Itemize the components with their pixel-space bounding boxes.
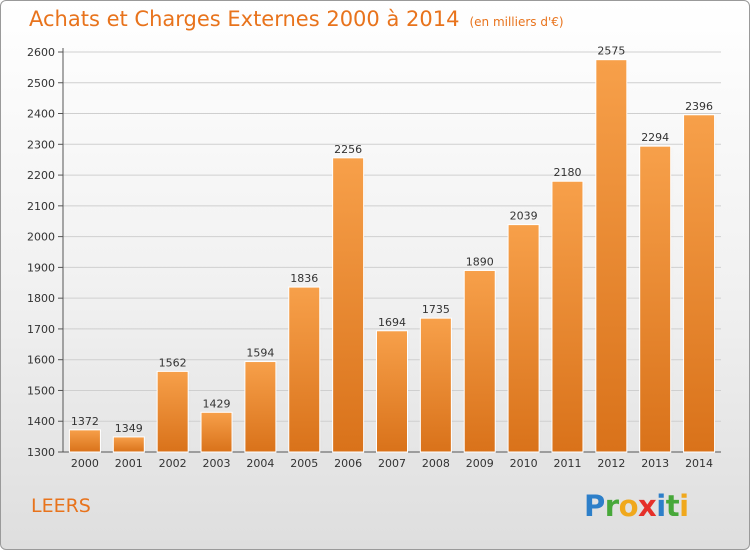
x-tick-label: 2009 [466, 457, 494, 470]
y-tick-label: 2300 [27, 138, 55, 151]
data-label: 1349 [115, 422, 143, 435]
y-tick-label: 1900 [27, 261, 55, 274]
data-label: 1372 [71, 415, 99, 428]
y-tick-label: 2200 [27, 169, 55, 182]
bar-2004 [244, 361, 277, 453]
logo-letter: i [656, 489, 666, 523]
x-tick-label: 2001 [115, 457, 143, 470]
x-tick-label: 2004 [246, 457, 274, 470]
data-label: 2575 [597, 45, 625, 58]
bar-2003 [200, 411, 233, 453]
commune-name: LEERS [31, 495, 91, 517]
x-tick-label: 2008 [422, 457, 450, 470]
data-label: 1735 [422, 303, 450, 316]
y-tick-label: 1500 [27, 384, 55, 397]
chart-title: Achats et Charges Externes 2000 à 2014 (e… [29, 7, 564, 31]
logo-letter: P [584, 489, 605, 523]
bar-2013 [639, 145, 672, 453]
x-tick-label: 2005 [290, 457, 318, 470]
y-tick-label: 1800 [27, 292, 55, 305]
x-tick-label: 2013 [641, 457, 669, 470]
y-tick-label: 2000 [27, 231, 55, 244]
y-tick-label: 1300 [27, 446, 55, 459]
chart-title-text: Achats et Charges Externes 2000 à 2014 [29, 7, 460, 31]
x-tick-label: 2002 [159, 457, 187, 470]
y-tick-label: 2600 [27, 46, 55, 59]
data-label: 1429 [203, 397, 231, 410]
data-labels: 1372 1349 1562 1429 1594 1836 2256 1694 1735 1890… [71, 45, 713, 435]
y-tick-label: 1700 [27, 323, 55, 336]
logo-letter: i [679, 489, 689, 523]
bar-2006 [332, 157, 365, 453]
y-tick-label: 1400 [27, 415, 55, 428]
data-label: 1594 [246, 347, 274, 360]
data-label: 2180 [553, 166, 581, 179]
x-tick-label: 2014 [685, 457, 713, 470]
logo-letter: o [618, 489, 639, 523]
x-tick-label: 2011 [553, 457, 581, 470]
data-label: 1562 [159, 356, 187, 369]
data-label: 2294 [641, 131, 669, 144]
data-label: 2039 [510, 210, 538, 223]
bar-2009 [463, 269, 496, 453]
x-tick-label: 2012 [597, 457, 625, 470]
bar-2005 [288, 286, 321, 453]
x-tick-label: 2007 [378, 457, 406, 470]
x-tick-label: 2006 [334, 457, 362, 470]
logo-letter: r [604, 489, 619, 523]
logo-letter: t [665, 489, 680, 523]
proxiti-logo: Proxiti [584, 489, 689, 523]
x-tick-label: 2000 [71, 457, 99, 470]
y-tick-label: 1600 [27, 354, 55, 367]
data-label: 1890 [466, 255, 494, 268]
chart-unit: (en milliers d'€) [469, 15, 564, 29]
data-label: 2396 [685, 100, 713, 113]
bar-2011 [551, 180, 584, 453]
y-tick-label: 2500 [27, 77, 55, 90]
bar-2002 [156, 370, 189, 453]
bar-2014 [683, 114, 716, 453]
y-tick-label: 2400 [27, 108, 55, 121]
data-label: 2256 [334, 143, 362, 156]
bar-2007 [376, 330, 408, 453]
x-tick-label: 2003 [203, 457, 231, 470]
bar-2000 [68, 429, 101, 453]
data-label: 1694 [378, 316, 406, 329]
data-label: 1836 [290, 272, 318, 285]
bar-2012 [595, 59, 628, 453]
bars [68, 59, 718, 453]
bar-2010 [507, 224, 540, 453]
bar-2008 [419, 317, 452, 453]
x-tick-label: 2010 [510, 457, 538, 470]
y-tick-label: 2100 [27, 200, 55, 213]
bar-2001 [112, 436, 145, 453]
logo-letter: x [638, 489, 657, 523]
